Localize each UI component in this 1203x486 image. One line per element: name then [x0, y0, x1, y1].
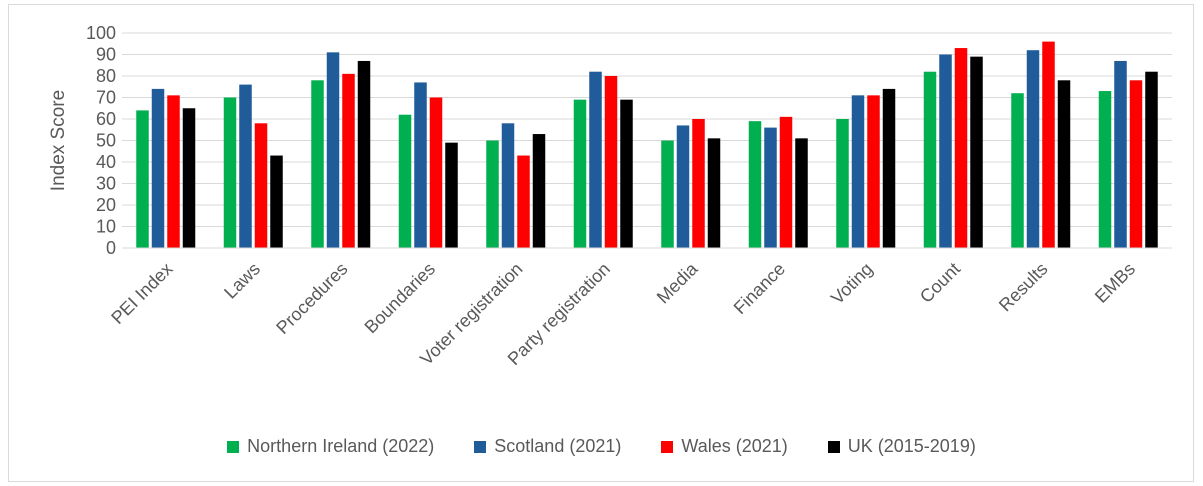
bar: [486, 140, 499, 248]
bar: [398, 114, 412, 248]
bar: [836, 119, 849, 248]
bar: [239, 84, 252, 248]
legend-label: Northern Ireland (2022): [247, 436, 435, 456]
bar: [1129, 80, 1143, 248]
bar: [532, 134, 546, 248]
legend-swatch: [661, 440, 674, 453]
bar: [151, 88, 165, 249]
bar: [311, 80, 324, 248]
y-tick-label: 40: [96, 152, 116, 172]
bar: [429, 97, 443, 248]
bar: [573, 99, 587, 249]
bar: [676, 125, 690, 248]
bar: [136, 110, 149, 249]
y-tick-label: 70: [96, 88, 116, 108]
bar: [707, 138, 721, 248]
bar: [970, 56, 983, 249]
bar: [1057, 80, 1071, 248]
bar: [342, 73, 355, 248]
x-tick-label: Results: [995, 259, 1052, 316]
y-tick-label: 30: [96, 174, 116, 194]
bar: [517, 155, 530, 248]
bar: [501, 123, 515, 248]
legend-swatch: [474, 440, 487, 453]
y-tick-label: 50: [96, 131, 116, 151]
bar: [1098, 91, 1112, 248]
x-tick-label: Media: [653, 258, 703, 308]
bar: [851, 95, 865, 248]
bar: [882, 88, 896, 249]
bar: [661, 140, 674, 248]
legend-label: UK (2015-2019): [847, 436, 976, 456]
x-tick-label: PEI Index: [107, 259, 176, 328]
bar: [1145, 71, 1158, 248]
bar: [692, 119, 705, 248]
legend-swatch: [227, 440, 240, 453]
bar: [779, 116, 793, 248]
bar: [167, 95, 180, 248]
bar: [1011, 93, 1024, 248]
legend-label: Scotland (2021): [494, 436, 622, 456]
legend-item: UK (2015-2019): [827, 436, 976, 457]
bar: [1026, 50, 1040, 249]
bar: [254, 123, 268, 248]
y-tick-label: 90: [96, 45, 116, 65]
legend-item: Northern Ireland (2022): [227, 436, 434, 457]
bar: [223, 97, 237, 248]
bar: [764, 127, 777, 248]
y-axis-label: Index Score: [48, 90, 69, 191]
legend-swatch: [827, 440, 840, 453]
x-tick-label: Laws: [220, 259, 264, 303]
bar: [414, 82, 427, 248]
x-tick-label: Procedures: [272, 259, 351, 338]
y-tick-label: 100: [86, 23, 116, 43]
x-tick-label: Count: [916, 259, 964, 307]
legend-label: Wales (2021): [681, 436, 788, 456]
bar: [445, 142, 458, 248]
bar: [748, 121, 762, 248]
bar: [604, 76, 618, 248]
legend-item: Wales (2021): [661, 436, 788, 457]
y-tick-label: 20: [96, 195, 116, 215]
y-tick-label: 60: [96, 109, 116, 129]
bar: [326, 52, 340, 248]
bar: [357, 60, 371, 249]
y-tick-label: 0: [106, 238, 116, 258]
bar: [1042, 41, 1055, 248]
legend-item: Scotland (2021): [474, 436, 621, 457]
y-tick-label: 80: [96, 66, 116, 86]
bar: [923, 71, 937, 248]
bar: [270, 155, 283, 248]
x-tick-label: EMBs: [1091, 259, 1139, 307]
bar: [795, 138, 808, 248]
bar: [867, 95, 880, 248]
bar: [182, 108, 196, 248]
legend: Northern Ireland (2022) Scotland (2021) Wa…: [0, 436, 1203, 457]
x-tick-label: Boundaries: [361, 259, 440, 338]
bar: [620, 99, 633, 249]
bar: [939, 54, 952, 248]
y-tick-label: 10: [96, 217, 116, 237]
bar: [954, 48, 968, 248]
bar: [1114, 60, 1127, 249]
bar: [589, 71, 602, 248]
x-tick-label: Voting: [827, 259, 877, 309]
x-tick-label: Finance: [730, 259, 789, 318]
